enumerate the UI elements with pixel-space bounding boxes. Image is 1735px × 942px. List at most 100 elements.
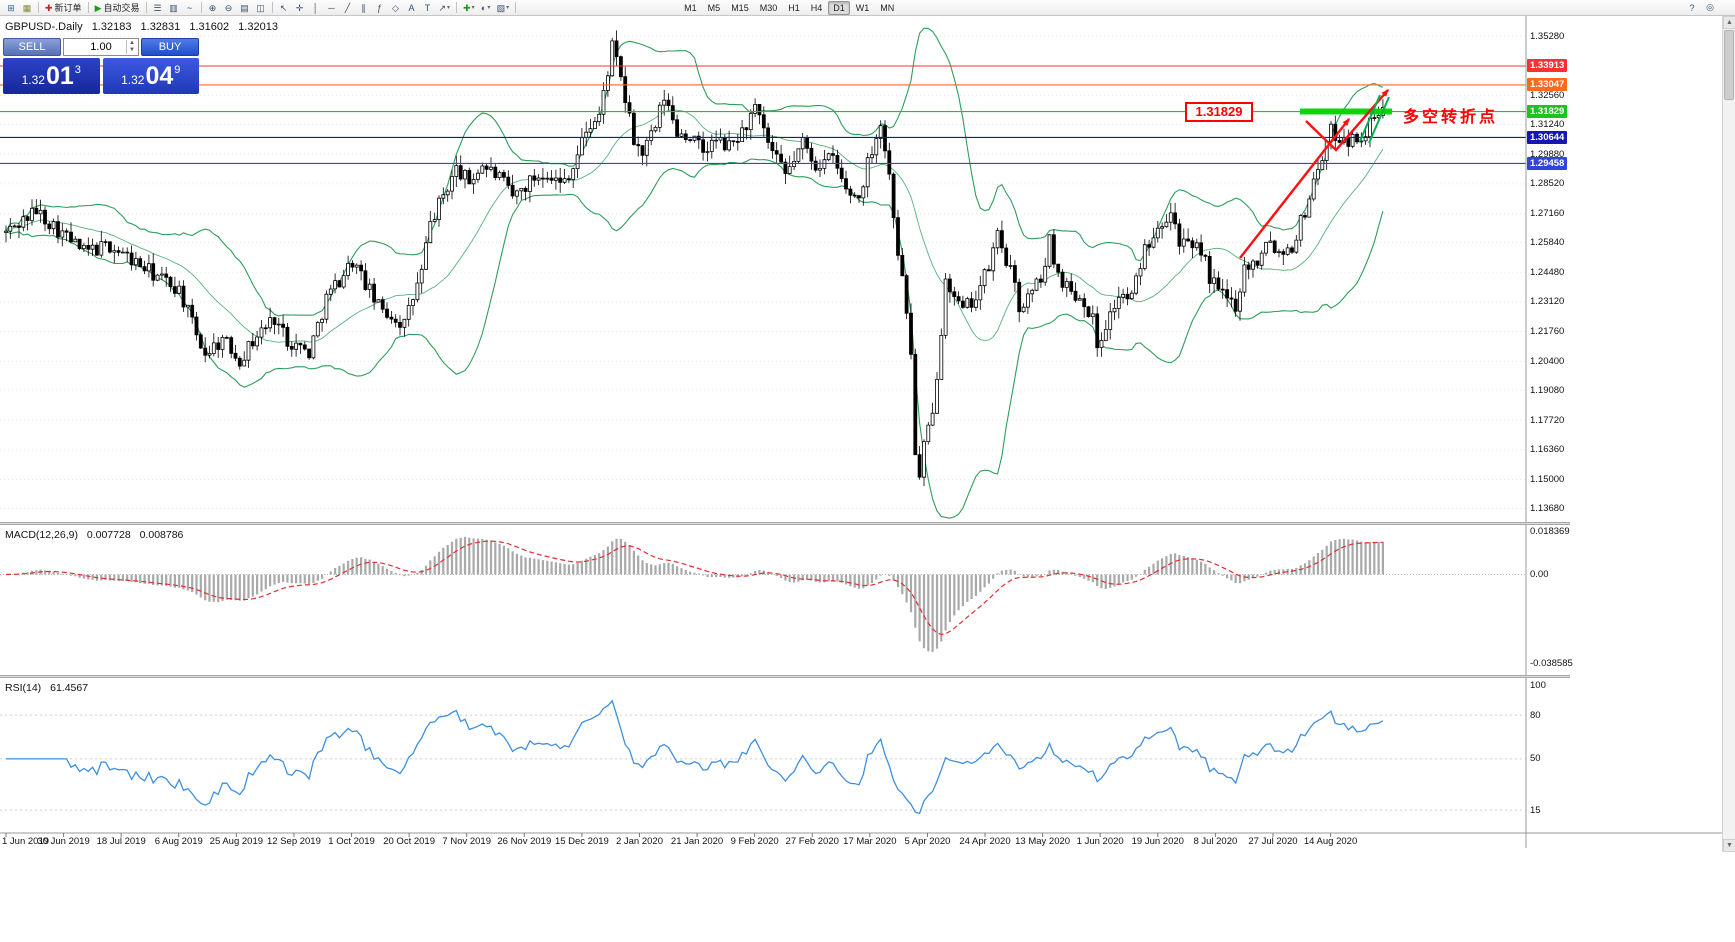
templates-button[interactable]: ▧ ▾	[494, 1, 513, 15]
rsi-value: 61.4567	[50, 682, 89, 694]
trendline-button[interactable]: ╱	[340, 1, 356, 15]
timeframe-button-m15[interactable]: M15	[731, 2, 749, 13]
splitter-price-macd[interactable]	[0, 522, 1570, 525]
fibonacci-button[interactable]: ƒ	[372, 1, 388, 15]
arrows-button[interactable]: ↗ ▾	[436, 1, 454, 15]
buy-button[interactable]: BUY	[141, 38, 199, 56]
tile-windows-icon: ◫	[256, 2, 265, 13]
symbol-label: GBPUSD-.Daily	[5, 21, 83, 33]
zoom-in-button[interactable]: ⊕	[205, 1, 221, 15]
toolbar: ⊞ ▦ ✚ 新订单 ▶ 自动交易 ☰ ▥ ~ ⊕ ⊖ ▤ ◫ ↖ ✛ │ ─ ╱ ∥ ƒ ◇ A T ↗ ▾ ✚ ▾ ◐ ▾ ▧ ▾ M1 M5…	[0, 0, 1735, 16]
sell-price-pips: 01	[45, 61, 74, 90]
vertical-line-button[interactable]: │	[308, 1, 324, 15]
vertical-line-icon: │	[312, 2, 319, 13]
sell-button[interactable]: SELL	[3, 38, 61, 56]
periods-icon: ◐	[480, 2, 487, 13]
search-button[interactable]: ◎	[1706, 2, 1714, 12]
quote-close: 1.32013	[238, 21, 278, 33]
zoom-out-button[interactable]: ⊖	[221, 1, 237, 15]
new-order-button[interactable]: ✚ 新订单	[42, 1, 85, 15]
text-icon: A	[408, 2, 415, 13]
shapes-button[interactable]: ◇	[388, 1, 404, 15]
buy-price-pips: 04	[145, 61, 174, 90]
autotrading-icon: ▶	[94, 2, 102, 13]
trendline-icon: ╱	[344, 2, 351, 13]
timeframe-button-m1[interactable]: M1	[684, 2, 697, 13]
quote-header: GBPUSD-.Daily 1.32183 1.32831 1.31602 1.…	[5, 21, 284, 33]
cursor-icon: ↖	[279, 2, 288, 13]
quote-high: 1.32831	[140, 21, 181, 33]
horizontal-line-button[interactable]: ─	[324, 1, 340, 15]
equidistant-channel-button[interactable]: ∥	[356, 1, 372, 15]
new-chart-icon: ⊞	[7, 2, 15, 13]
help-button[interactable]: ?	[1689, 2, 1695, 13]
price-flag-label: 1.31829	[1185, 101, 1253, 122]
volume-spinner[interactable]: ▲ ▼	[126, 40, 137, 54]
new-chart-button[interactable]: ⊞	[3, 1, 19, 15]
shapes-icon: ◇	[392, 2, 399, 13]
arrows-icon: ↗	[438, 2, 447, 13]
candlestick-chart-icon: ▥	[169, 2, 178, 13]
timeframe-button-mn[interactable]: MN	[880, 2, 895, 13]
vertical-scrollbar[interactable]: ▲ ▼	[1722, 16, 1735, 852]
cursor-button[interactable]: ↖	[276, 1, 292, 15]
chevron-down-icon: ▾	[471, 5, 475, 11]
macd-main-value: 0.007728	[86, 529, 131, 541]
spin-up-icon[interactable]: ▲	[129, 40, 135, 46]
crosshair-button[interactable]: ✛	[292, 1, 308, 15]
periods-button[interactable]: ◐ ▾	[478, 1, 494, 15]
sell-price-display[interactable]: 1.32 01 3	[3, 58, 100, 94]
crosshair-icon: ✛	[295, 2, 304, 13]
autotrading-button[interactable]: ▶ 自动交易	[92, 1, 143, 15]
scrollbar-thumb[interactable]	[1724, 30, 1734, 100]
buy-price-display[interactable]: 1.32 04 9	[102, 58, 199, 94]
timeframe-button-m30[interactable]: M30	[759, 2, 778, 13]
indicators-icon: ✚	[463, 2, 471, 13]
toolbar-right-group: ? ◎	[1684, 1, 1718, 15]
splitter-macd-rsi[interactable]	[0, 675, 1570, 678]
volume-input[interactable]: 1.00 ▲ ▼	[63, 38, 139, 56]
one-click-trade-panel: SELL 1.00 ▲ ▼ BUY 1.32 01 3 1.32 04 9	[3, 38, 199, 94]
horizontal-line-icon: ─	[328, 2, 335, 13]
timeframe-button-h1[interactable]: H1	[788, 2, 800, 13]
candlestick-chart-button[interactable]: ▥	[166, 1, 182, 15]
timeframe-button-m5[interactable]: M5	[707, 2, 721, 13]
timeframe-button-h4[interactable]: H4	[810, 2, 823, 13]
timeframe-button-w1[interactable]: W1	[855, 2, 870, 13]
sell-price-point: 3	[74, 64, 81, 76]
templates-icon: ▧	[496, 2, 506, 13]
text-label-button[interactable]: T	[420, 1, 436, 15]
sell-price-base: 1.32	[21, 73, 45, 87]
rsi-title: RSI(14)	[5, 682, 42, 694]
line-chart-icon: ~	[186, 2, 193, 13]
chart-profiles-button[interactable]: ▦	[19, 1, 35, 15]
line-chart-button[interactable]: ~	[182, 1, 198, 15]
toolbar-separator	[145, 2, 147, 13]
buy-price-point: 9	[174, 64, 181, 76]
text-label-icon: T	[424, 2, 431, 13]
scroll-down-icon[interactable]: ▼	[1723, 839, 1735, 852]
toolbar-separator	[87, 2, 89, 13]
text-button[interactable]: A	[404, 1, 420, 15]
buy-price-base: 1.32	[121, 73, 145, 87]
spin-down-icon[interactable]: ▼	[129, 47, 135, 53]
toolbar-separator	[200, 2, 202, 13]
toolbar-separator	[456, 2, 458, 13]
chevron-down-icon: ▾	[506, 5, 510, 11]
fibonacci-icon: ƒ	[376, 2, 382, 13]
timeframe-group: M1 M5 M15 M30 H1 H4 D1 W1 MN	[679, 0, 899, 15]
bar-chart-button[interactable]: ☰	[150, 1, 166, 15]
macd-header: MACD(12,26,9) 0.007728 0.008786	[5, 529, 189, 541]
auto-arrange-button[interactable]: ▤	[237, 1, 253, 15]
equidistant-channel-icon: ∥	[361, 2, 366, 13]
indicators-button[interactable]: ✚ ▾	[460, 1, 478, 15]
zoom-in-icon: ⊕	[208, 2, 217, 13]
tile-windows-button[interactable]: ◫	[253, 1, 269, 15]
timeframe-button-d1[interactable]: D1	[828, 0, 850, 15]
quote-open: 1.32183	[91, 21, 132, 33]
scroll-up-icon[interactable]: ▲	[1723, 16, 1735, 29]
chevron-down-icon: ▾	[487, 5, 491, 11]
chart-profiles-icon: ▦	[22, 2, 32, 13]
chevron-down-icon: ▾	[447, 5, 451, 11]
